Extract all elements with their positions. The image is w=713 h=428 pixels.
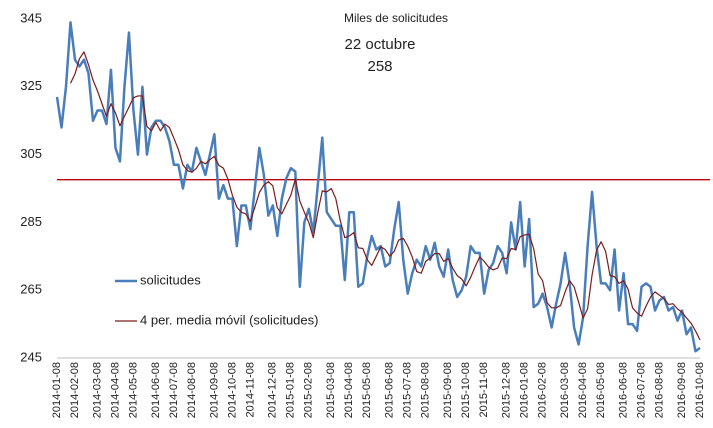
x-tick-label: 2014-12-08 bbox=[267, 362, 279, 418]
x-tick-label: 2016-07-08 bbox=[635, 362, 647, 418]
x-tick-label: 2016-02-08 bbox=[537, 362, 549, 418]
x-tick-label: 2014-08-08 bbox=[186, 362, 198, 418]
x-tick-label: 2016-06-08 bbox=[617, 362, 629, 418]
x-tick-label: 2015-12-08 bbox=[501, 362, 513, 418]
annotation: Miles de solicitudes bbox=[344, 11, 448, 25]
x-tick-label: 2014-09-08 bbox=[208, 362, 220, 418]
x-tick-label: 2015-07-08 bbox=[402, 362, 414, 418]
x-tick-label: 2016-10-08 bbox=[694, 362, 706, 418]
series-line bbox=[69, 51, 701, 341]
x-tick-label: 2016-08-08 bbox=[653, 362, 665, 418]
annotation: 258 bbox=[367, 58, 392, 75]
x-tick-label: 2016-04-08 bbox=[577, 362, 589, 418]
series-line bbox=[55, 21, 701, 353]
y-tick-label: 265 bbox=[20, 282, 42, 297]
x-tick-label: 2016-03-08 bbox=[559, 362, 571, 418]
x-tick-label: 2014-11-08 bbox=[244, 362, 256, 417]
x-tick-label: 2014-01-08 bbox=[51, 362, 63, 418]
x-tick-label: 2014-04-08 bbox=[109, 362, 121, 418]
y-tick-label: 245 bbox=[20, 349, 42, 364]
x-tick-label: 2016-09-08 bbox=[676, 362, 688, 418]
x-tick-label: 2014-10-08 bbox=[226, 362, 238, 418]
x-tick-label: 2015-11-08 bbox=[478, 362, 490, 417]
x-tick-label: 2015-04-08 bbox=[343, 362, 355, 418]
x-tick-label: 2015-01-08 bbox=[285, 362, 297, 418]
x-tick-label: 2016-01-08 bbox=[519, 362, 531, 418]
annotation: 22 octubre bbox=[345, 36, 416, 53]
x-tick-label: 2014-05-08 bbox=[127, 362, 139, 418]
x-tick-label: 2016-05-08 bbox=[595, 362, 607, 418]
x-tick-label: 2015-08-08 bbox=[420, 362, 432, 418]
y-tick-label: 345 bbox=[20, 10, 42, 25]
legend-label: solicitudes bbox=[140, 272, 201, 287]
x-tick-label: 2014-03-08 bbox=[91, 362, 103, 418]
y-tick-label: 305 bbox=[20, 146, 42, 161]
x-tick-label: 2014-02-08 bbox=[69, 362, 81, 418]
x-tick-label: 2015-10-08 bbox=[460, 362, 472, 418]
x-tick-label: 2015-05-08 bbox=[361, 362, 373, 418]
legend-label: 4 per. media móvil (solicitudes) bbox=[140, 312, 318, 327]
x-tick-label: 2014-07-08 bbox=[168, 362, 180, 418]
x-tick-label: 2015-09-08 bbox=[442, 362, 454, 418]
x-tick-label: 2014-06-08 bbox=[150, 362, 162, 418]
y-tick-label: 325 bbox=[20, 78, 42, 93]
x-tick-label: 2015-06-08 bbox=[384, 362, 396, 418]
y-tick-label: 285 bbox=[20, 214, 42, 229]
x-tick-label: 2015-03-08 bbox=[325, 362, 337, 418]
x-tick-label: 2015-02-08 bbox=[303, 362, 315, 418]
